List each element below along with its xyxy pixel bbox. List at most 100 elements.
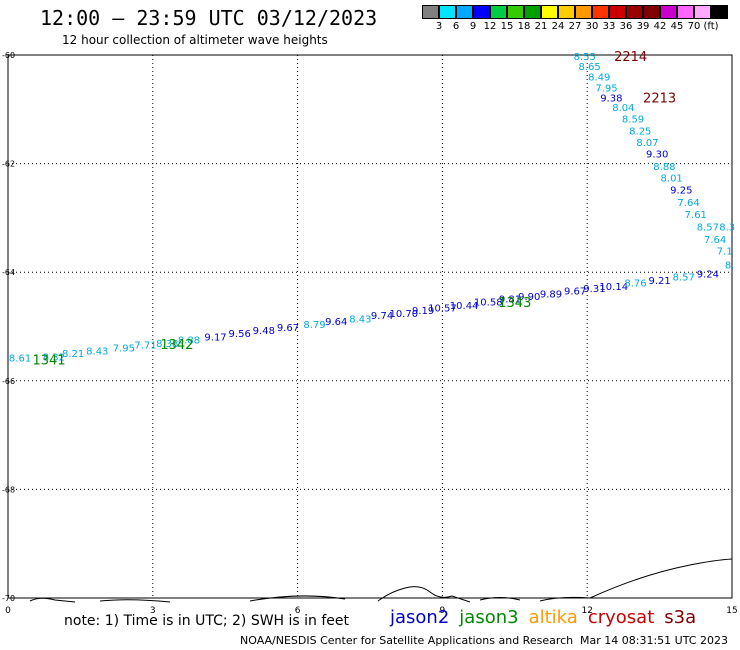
plot-border [7, 54, 733, 599]
wave-height-label: 9.74 [371, 311, 393, 322]
wave-height-label: 9.24 [697, 269, 719, 280]
wave-height-label: 7.95 [595, 84, 617, 95]
color-scale-label: 9 [469, 21, 477, 32]
color-scale-bar [422, 5, 728, 19]
wave-height-label: 10.14 [599, 282, 628, 293]
wave-height-label: 9.19 [412, 306, 434, 317]
orbit-numbers: 1341 1342 1343 2214 2213 [32, 50, 676, 369]
orbit-number-label: 1342 [160, 338, 193, 353]
y-tick-label: -66 [2, 377, 15, 386]
satellite-s3a: s3a [664, 607, 697, 628]
wave-height-label: 8.32 [43, 352, 65, 363]
wave-height-label: 8.79 [303, 320, 325, 331]
wave-height-label: 8.38 [156, 339, 178, 350]
wave-height-label: 7.95 [113, 344, 135, 355]
wave-height-label: 8.25 [629, 126, 651, 137]
orbit-number-label: 2213 [643, 91, 676, 106]
wave-height-label: 9.48 [253, 326, 275, 337]
y-tick-label: -68 [2, 485, 15, 494]
y-tick-label: -60 [2, 51, 15, 60]
wave-height-label: 8.49 [588, 73, 610, 84]
color-scale-label: 33 [602, 21, 616, 32]
wave-height-label: 8.76 [624, 279, 646, 290]
wave-height-label: 8.04 [612, 103, 634, 114]
color-swatch [711, 5, 728, 19]
wave-height-label: 10.57 [428, 303, 457, 314]
wave-height-label: 7.64 [704, 235, 726, 246]
y-tick-label: -70 [2, 594, 15, 603]
wave-height-label: 7.1 [717, 246, 733, 257]
wave-height-label: 9.67 [564, 287, 586, 298]
orbit-number-label: 2214 [614, 50, 647, 65]
color-scale-label: 39 [636, 21, 650, 32]
x-tick-label: 6 [295, 606, 301, 616]
color-swatch [507, 5, 524, 19]
wave-height-label: 9.67 [277, 323, 299, 334]
wave-height-label: 9.17 [204, 332, 226, 343]
credit-text: NOAA/NESDIS Center for Satellite Applica… [240, 634, 574, 647]
color-scale-label: 36 [619, 21, 633, 32]
color-scale-label: 45 [670, 21, 684, 32]
wave-height-label: 8.21 [62, 349, 84, 360]
wave-height-label: 8.57 [697, 223, 719, 234]
coastline-path [29, 558, 733, 603]
color-scale-label: 30 [585, 21, 599, 32]
color-swatch [490, 5, 507, 19]
wave-height-label: 9.81 [499, 294, 521, 305]
color-swatch [439, 5, 456, 19]
y-tick-label: -62 [2, 160, 15, 169]
color-scale-label: 15 [500, 21, 514, 32]
wave-height-label: 9.56 [229, 329, 251, 340]
satellite-jason3: jason3 [459, 607, 519, 628]
wave-height-label: 8.88 [178, 336, 200, 347]
color-swatch [541, 5, 558, 19]
color-scale-label: 24 [551, 21, 565, 32]
satellite-altika: altika [528, 607, 578, 628]
wave-height-label: 9.90 [518, 292, 540, 303]
wave-height-label: 8.43 [86, 346, 108, 357]
color-scale-label: 21 [534, 21, 548, 32]
page-title: 12:00 – 23:59 UTC 03/12/2023 [40, 6, 378, 30]
wave-height-label: 10.44 [450, 301, 479, 312]
color-swatch [575, 5, 592, 19]
wave-height-label: 7.61 [685, 210, 707, 221]
color-scale-label: 27 [568, 21, 582, 32]
color-scale-labels: 3 6 9 12 15 18 21 24 27 30 33 36 39 42 45 70 (ft) [422, 21, 732, 33]
color-scale-label: 18 [517, 21, 531, 32]
wave-height-label: 9.25 [670, 186, 692, 197]
wave-height-label: 9.30 [646, 149, 668, 160]
color-swatch [660, 5, 677, 19]
color-swatch [524, 5, 541, 19]
wave-height-label: 8.43 [349, 314, 371, 325]
wave-height-label: 8.65 [578, 62, 600, 73]
wave-height-label: 8.57 [673, 273, 695, 284]
color-swatch [694, 5, 711, 19]
x-tick-label: 12 [581, 606, 592, 616]
wave-height-label: 7.64 [677, 198, 699, 209]
wave-height-label: 7.71 [134, 340, 156, 351]
x-tick-label: 0 [5, 606, 11, 616]
color-scale-label: 12 [483, 21, 497, 32]
wave-height-label: 8. [725, 261, 735, 272]
wave-height-label: 10.70 [389, 309, 418, 320]
timestamp-text: Mar 14 08:31:51 UTC 2023 [580, 634, 728, 647]
coastline [29, 558, 733, 603]
wave-height-label: 8.07 [636, 138, 658, 149]
wave-height-label: 8.59 [622, 115, 644, 126]
x-tick-label: 15 [726, 606, 737, 616]
wave-height-label: 8.61 [9, 353, 31, 364]
y-tick-label: -64 [2, 268, 15, 277]
orbit-number-label: 1341 [32, 354, 65, 369]
color-swatch [592, 5, 609, 19]
color-swatch [677, 5, 694, 19]
wave-height-label: 9.21 [648, 276, 670, 287]
satellite-cryosat: cryosat [587, 607, 655, 628]
wave-height-label: 9.31 [583, 284, 605, 295]
wave-height-label: 8.55 [574, 52, 596, 63]
color-swatch [643, 5, 660, 19]
color-swatch [558, 5, 575, 19]
color-swatch [609, 5, 626, 19]
wave-height-label: 8.01 [661, 174, 683, 185]
